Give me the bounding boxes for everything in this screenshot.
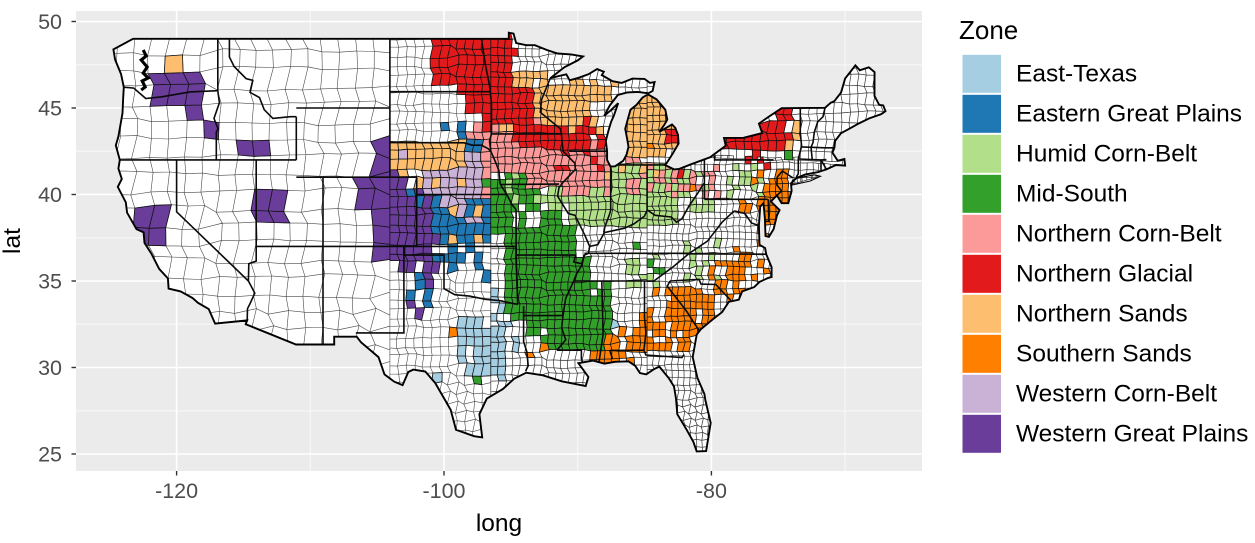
- svg-text:-100: -100: [422, 479, 465, 503]
- svg-text:Western Great Plains: Western Great Plains: [1016, 420, 1248, 447]
- svg-text:30: 30: [38, 356, 62, 380]
- svg-text:East-Texas: East-Texas: [1016, 60, 1137, 87]
- svg-text:Southern Sands: Southern Sands: [1016, 340, 1192, 367]
- svg-text:long: long: [476, 510, 522, 537]
- svg-text:Western Corn-Belt: Western Corn-Belt: [1016, 380, 1217, 407]
- svg-text:Mid-South: Mid-South: [1016, 180, 1128, 207]
- svg-text:Eastern Great Plains: Eastern Great Plains: [1016, 100, 1242, 127]
- svg-text:35: 35: [38, 270, 62, 294]
- svg-text:-120: -120: [155, 479, 198, 503]
- svg-text:Humid Corn-Belt: Humid Corn-Belt: [1016, 140, 1197, 167]
- svg-text:Zone: Zone: [959, 15, 1018, 45]
- svg-text:lat: lat: [0, 228, 26, 254]
- svg-text:25: 25: [38, 443, 62, 467]
- svg-text:Northern Sands: Northern Sands: [1016, 300, 1188, 327]
- svg-text:Northern Glacial: Northern Glacial: [1016, 260, 1193, 287]
- svg-text:-80: -80: [696, 479, 727, 503]
- svg-text:50: 50: [38, 10, 62, 34]
- svg-text:40: 40: [38, 183, 62, 207]
- svg-text:45: 45: [38, 97, 62, 121]
- svg-text:Northern Corn-Belt: Northern Corn-Belt: [1016, 220, 1222, 247]
